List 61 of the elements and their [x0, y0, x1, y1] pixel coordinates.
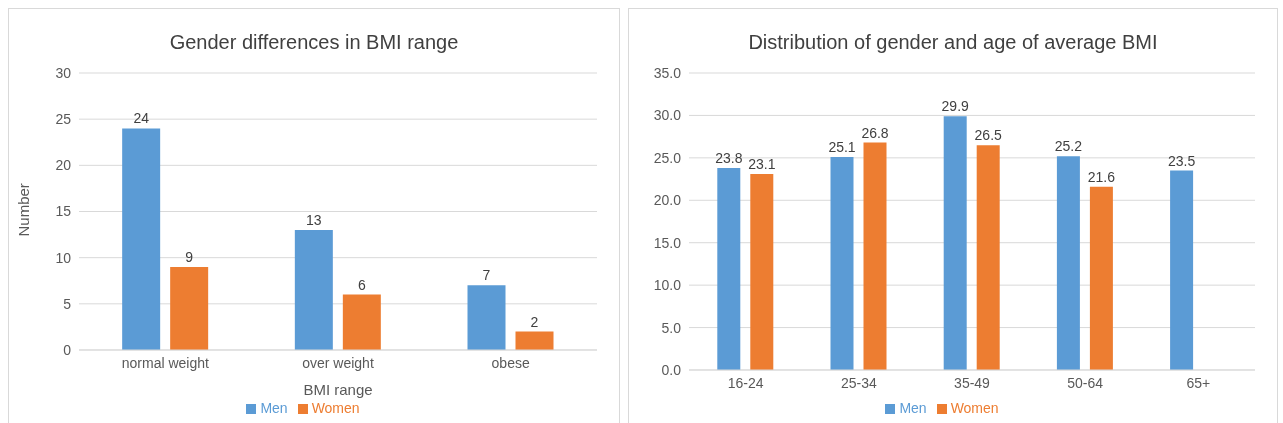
y-tick-label: 15 [55, 203, 72, 220]
legend-label: Women [950, 400, 999, 416]
legend-label: Men [899, 400, 927, 416]
bar [750, 173, 774, 370]
x-tick-label: normal weight [121, 354, 210, 371]
data-label: 9 [185, 248, 194, 265]
y-tick-label: 35.0 [653, 64, 682, 81]
x-tick-label: 16-24 [727, 374, 764, 391]
data-label: 21.6 [1087, 168, 1116, 185]
bar [342, 294, 381, 350]
data-label: 6 [357, 276, 366, 293]
y-tick-label: 5.0 [661, 319, 682, 336]
x-axis-title: BMI range [303, 381, 373, 398]
data-label: 26.5 [974, 127, 1003, 144]
data-label: 23.1 [748, 155, 776, 172]
x-tick-label: obese [491, 354, 530, 371]
y-tick-label: 30 [55, 64, 72, 81]
bar [717, 168, 741, 370]
legend-label: Women [311, 400, 360, 416]
y-tick-label: 10 [55, 249, 72, 266]
bar [830, 157, 854, 370]
bar [863, 142, 887, 370]
y-tick-label: 20 [55, 157, 72, 174]
bar [170, 266, 209, 350]
x-tick-label: 25-34 [840, 374, 877, 391]
data-label: 23.8 [715, 150, 743, 167]
data-label: 26.8 [861, 124, 889, 141]
y-tick-label: 25.0 [653, 149, 682, 166]
x-tick-label: 50-64 [1067, 374, 1104, 391]
bar [1056, 156, 1080, 370]
bar [1089, 186, 1113, 370]
y-tick-label: 5 [63, 295, 72, 312]
chart-title: Gender differences in BMI range [168, 31, 460, 55]
y-axis-title: Number [15, 183, 33, 237]
data-label: 25.1 [828, 139, 856, 156]
y-tick-label: 15.0 [653, 234, 682, 251]
y-tick-label: 30.0 [653, 107, 682, 124]
chart-title: Distribution of gender and age of average BMI [747, 31, 1159, 55]
data-label: 23.5 [1167, 152, 1196, 169]
y-tick-label: 0 [63, 341, 72, 358]
bar [122, 128, 161, 350]
x-tick-label: 65+ [1186, 374, 1211, 391]
bar [1170, 170, 1194, 370]
y-tick-label: 25 [55, 111, 72, 128]
data-label: 25.2 [1054, 138, 1083, 155]
legend-label: Men [260, 400, 288, 416]
bar [976, 145, 1000, 370]
data-label: 13 [306, 211, 322, 228]
data-label: 2 [530, 313, 539, 330]
data-label: 7 [482, 267, 491, 284]
bar [515, 331, 554, 350]
data-label: 29.9 [941, 98, 970, 115]
y-tick-label: 0.0 [661, 361, 682, 378]
y-tick-label: 20.0 [653, 192, 682, 209]
y-tick-label: 10.0 [653, 277, 682, 294]
bar [467, 285, 506, 350]
data-label: 24 [133, 110, 150, 127]
bar [943, 116, 967, 370]
bar [294, 229, 333, 350]
x-tick-label: over weight [302, 354, 374, 371]
x-tick-label: 35-49 [954, 374, 991, 391]
